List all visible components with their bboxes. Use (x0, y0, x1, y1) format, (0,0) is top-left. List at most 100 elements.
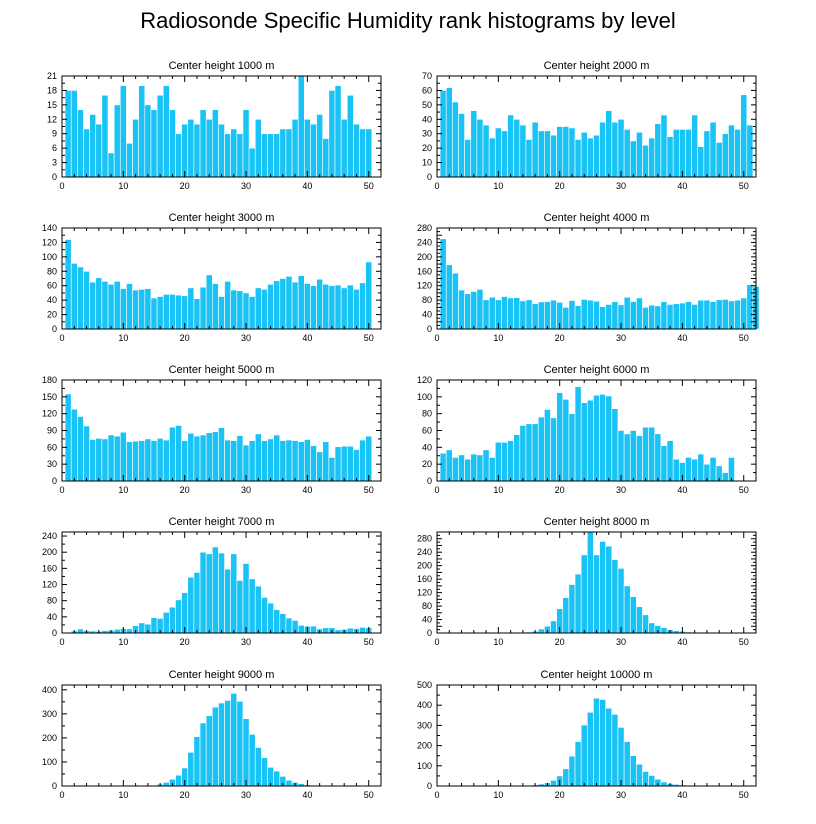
x-tick-label: 10 (493, 485, 503, 495)
x-tick-label: 0 (434, 181, 439, 191)
bar (156, 94, 164, 178)
bar (685, 301, 692, 330)
bar (144, 438, 152, 482)
bar (95, 277, 103, 330)
x-tick-label: 20 (180, 485, 190, 495)
bar (550, 417, 557, 482)
bar (642, 144, 649, 178)
bar (107, 283, 115, 330)
bar (445, 264, 453, 330)
bar (70, 408, 78, 482)
y-tick-label: 400 (42, 685, 57, 695)
bar (205, 553, 213, 634)
bar (562, 768, 570, 787)
bar (562, 399, 570, 482)
y-tick-label: 80 (422, 409, 432, 419)
bar (236, 701, 244, 787)
x-tick-label: 10 (118, 181, 128, 191)
x-tick-label: 20 (180, 637, 190, 647)
bar (181, 592, 189, 634)
bar (617, 727, 625, 787)
bar (359, 128, 366, 178)
y-tick-label: 50 (422, 100, 432, 110)
bar (513, 434, 521, 482)
bar (175, 774, 182, 787)
bar (452, 272, 459, 330)
bar (476, 454, 484, 482)
bar (310, 123, 317, 178)
bar (365, 435, 373, 482)
bar (685, 457, 692, 482)
y-tick-label: 20 (422, 459, 432, 469)
bar (629, 596, 637, 634)
x-tick-label: 20 (180, 333, 190, 343)
bar (740, 94, 748, 178)
bar (199, 109, 207, 178)
bar (365, 261, 373, 330)
bar (291, 118, 299, 178)
bar (273, 434, 281, 482)
bar (70, 90, 78, 178)
bar (445, 87, 453, 178)
bar (119, 431, 127, 482)
x-tick-label: 10 (118, 333, 128, 343)
bar (119, 85, 127, 178)
bar (334, 446, 342, 482)
bar (248, 733, 256, 787)
bar (537, 130, 545, 178)
bar (285, 439, 293, 482)
bar (593, 134, 600, 178)
bar (519, 425, 527, 482)
bar (236, 580, 244, 634)
bar (236, 290, 244, 330)
y-tick-label: 18 (47, 85, 57, 95)
bar (340, 287, 348, 330)
bar (599, 541, 607, 634)
bar (218, 552, 225, 634)
y-tick-label: 40 (422, 114, 432, 124)
bar (507, 114, 514, 178)
panel-title: Center height 6000 m (544, 364, 650, 376)
bar (261, 133, 268, 178)
y-tick-label: 180 (42, 375, 57, 385)
x-tick-label: 30 (616, 637, 626, 647)
bar (544, 130, 551, 178)
bar (654, 305, 662, 330)
bar (205, 715, 213, 787)
bar (297, 441, 305, 482)
bar (169, 294, 176, 330)
bar (267, 133, 274, 178)
bar (629, 140, 637, 178)
bar (648, 775, 656, 787)
bar (746, 284, 754, 330)
bar (544, 409, 551, 482)
bar (488, 296, 496, 330)
y-tick-label: 240 (42, 531, 57, 541)
bar (636, 435, 643, 482)
bar (672, 458, 680, 482)
panel-title: Center height 3000 m (169, 212, 275, 224)
bar (328, 457, 336, 482)
bar (709, 121, 717, 178)
panel-6: Center height 6000 m 0 10 20 30 40 50 0 20 40 60 80… (417, 364, 757, 495)
x-tick-label: 30 (616, 181, 626, 191)
bar (617, 430, 625, 482)
x-tick-label: 0 (434, 637, 439, 647)
y-tick-label: 160 (417, 574, 432, 584)
x-tick-label: 20 (555, 181, 565, 191)
bar (267, 602, 274, 634)
bar (218, 123, 225, 178)
x-tick-label: 30 (616, 485, 626, 495)
bar (126, 143, 133, 178)
bar (230, 289, 238, 330)
y-tick-label: 0 (52, 324, 57, 334)
bar (113, 435, 121, 482)
bar (64, 393, 72, 482)
bar (304, 439, 311, 482)
bar (648, 622, 656, 634)
bar (605, 395, 613, 482)
bar (77, 628, 84, 634)
bar (89, 281, 97, 330)
bar (599, 121, 607, 178)
bar (611, 408, 619, 482)
